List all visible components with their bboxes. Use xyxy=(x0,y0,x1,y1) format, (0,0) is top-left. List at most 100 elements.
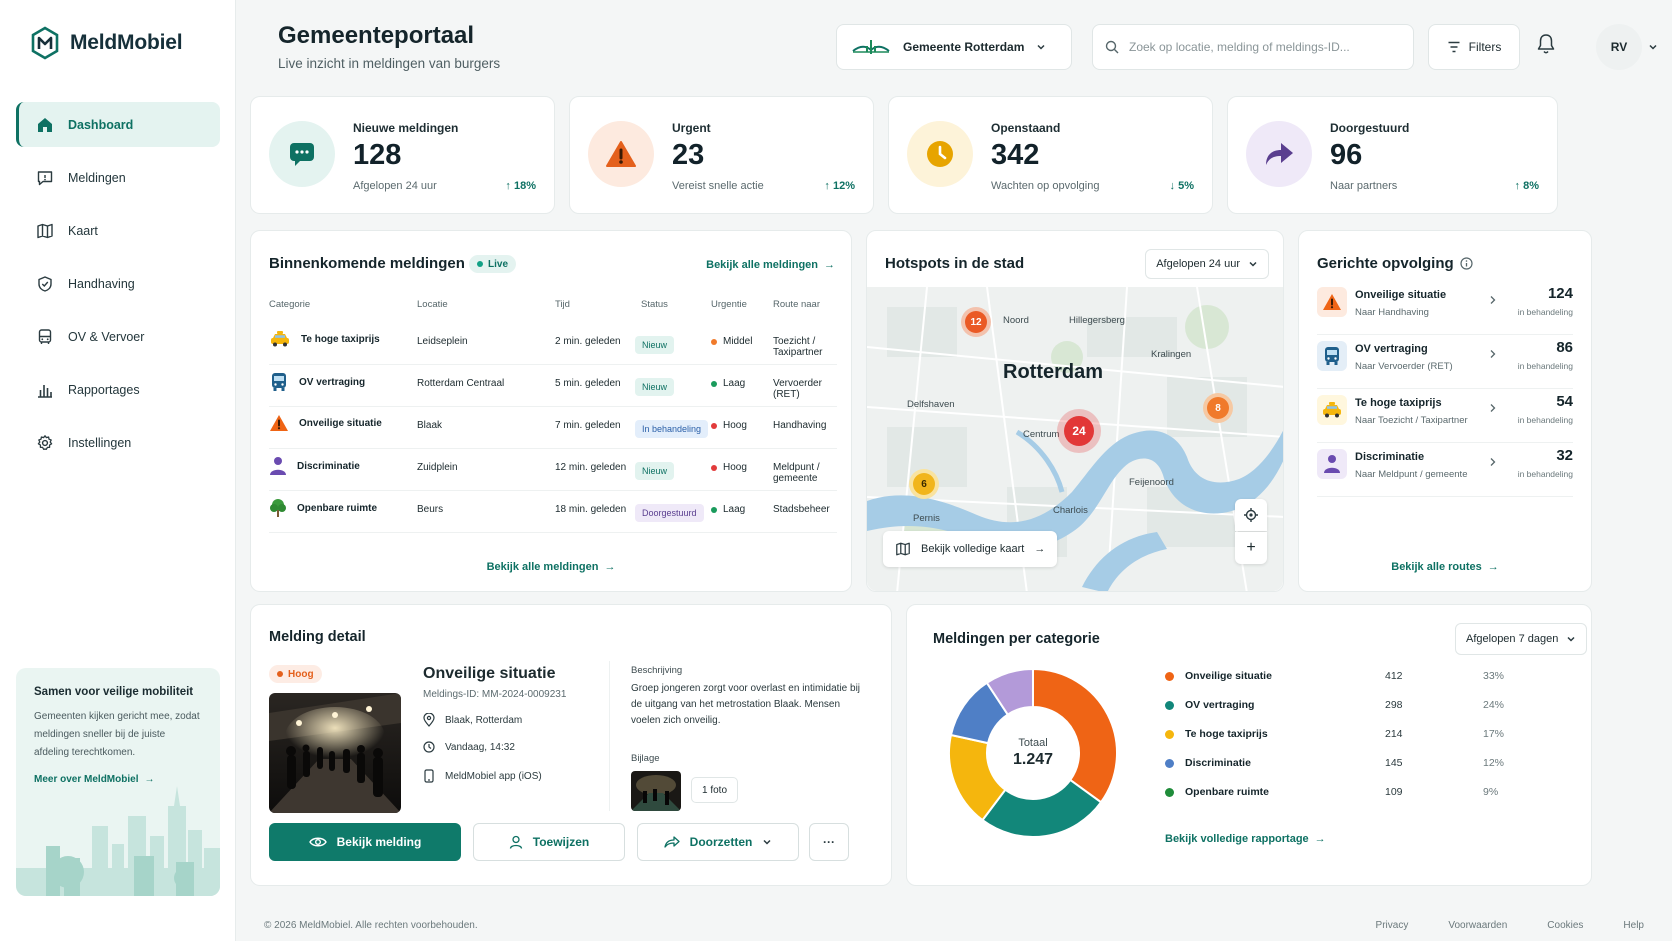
table-row[interactable]: Te hoge taxiprijs Leidseplein 2 min. geled… xyxy=(269,321,837,365)
assign-button[interactable]: Toewijzen xyxy=(473,823,625,861)
map-label-hillegersberg: Hillegersberg xyxy=(1069,315,1125,326)
view-full-map-button[interactable]: Bekijk volledige kaart → xyxy=(883,531,1058,567)
followup-count: 86 xyxy=(1556,339,1573,356)
table-row[interactable]: Openbare ruimte Beurs 18 min. geleden Doorg… xyxy=(269,489,837,533)
info-icon[interactable] xyxy=(1460,257,1473,270)
hotspots-period-select[interactable]: Afgelopen 24 uur xyxy=(1145,249,1269,279)
stat-card-forwarded[interactable]: Doorgestuurd 96 Naar partners ↑ 8% xyxy=(1227,96,1558,214)
arrow-right-icon: → xyxy=(824,259,835,271)
home-icon xyxy=(38,117,52,132)
nav-item-meldingen[interactable]: Meldingen xyxy=(16,155,220,200)
user-avatar[interactable]: RV xyxy=(1596,24,1642,70)
donut-slice-openbare-ruimte[interactable] xyxy=(985,667,1034,716)
nav-item-dashboard[interactable]: Dashboard xyxy=(16,102,220,147)
detail-divider xyxy=(609,661,610,811)
col-route: Route naar xyxy=(773,299,821,310)
footer-link-voorwaarden[interactable]: Voorwaarden xyxy=(1448,920,1508,931)
filters-button[interactable]: Filters xyxy=(1428,24,1520,70)
map-zoom-in-button[interactable]: + xyxy=(1235,532,1267,564)
followup-item[interactable]: OV vertraging Naar Vervoerder (RET) 86 in b… xyxy=(1317,333,1573,389)
detail-time: Vandaag, 14:32 xyxy=(423,741,515,753)
row-time: 18 min. geleden xyxy=(555,504,627,515)
map-locate-button[interactable] xyxy=(1235,499,1267,531)
detail-location: Blaak, Rotterdam xyxy=(423,713,522,727)
forward-button[interactable]: Doorzetten xyxy=(637,823,799,861)
footer-link-privacy[interactable]: Privacy xyxy=(1375,920,1409,931)
category-donut-chart[interactable] xyxy=(943,663,1123,843)
link-label: Bekijk alle meldingen xyxy=(486,561,599,573)
hotspot-marker-8[interactable]: 8 xyxy=(1203,393,1233,423)
view-report-button[interactable]: Bekijk melding xyxy=(269,823,461,861)
hotspot-marker-12[interactable]: 12 xyxy=(961,307,991,337)
table-row[interactable]: Onveilige situatie Blaak 7 min. geleden In … xyxy=(269,405,837,449)
legend-percentage: 12% xyxy=(1483,757,1505,769)
followup-item[interactable]: Onveilige situatie Naar Handhaving 124 in b… xyxy=(1317,279,1573,335)
arrow-down-icon: ↓ xyxy=(1169,180,1176,192)
legend-item[interactable]: Te hoge taxiprijs 214 17% xyxy=(1165,725,1511,745)
view-all-incoming-link[interactable]: Bekijk alle meldingen → xyxy=(706,259,835,271)
search-field[interactable]: Zoek op locatie, melding of meldings-ID.… xyxy=(1092,24,1414,70)
nav-item-rapportages[interactable]: Rapportages xyxy=(16,367,220,412)
search-input[interactable]: Zoek op locatie, melding of meldings-ID.… xyxy=(1129,40,1350,54)
nav-item-kaart[interactable]: Kaart xyxy=(16,208,220,253)
table-row[interactable]: OV vertraging Rotterdam Centraal 5 min. ge… xyxy=(269,363,837,407)
stat-card-new[interactable]: Nieuwe meldingen 128 Afgelopen 24 uur ↑ … xyxy=(250,96,555,214)
incoming-card: Binnenkomende meldingen Live Bekijk alle… xyxy=(250,230,852,592)
row-category: OV vertraging xyxy=(269,372,365,392)
filters-label: Filters xyxy=(1468,40,1502,54)
more-options-button[interactable]: ··· xyxy=(809,823,849,861)
stat-value: 342 xyxy=(991,139,1040,171)
nav-item-instellingen[interactable]: Instellingen xyxy=(16,420,220,465)
followup-item[interactable]: Te hoge taxiprijs Naar Toezicht / Taxipar… xyxy=(1317,387,1573,443)
row-category-label: Onveilige situatie xyxy=(299,417,382,429)
city-map[interactable]: Noord Hillegersberg Kralingen Delfshaven… xyxy=(867,287,1283,591)
stat-trend-value: 8% xyxy=(1523,180,1539,192)
legend-item[interactable]: Openbare ruimte 109 9% xyxy=(1165,783,1511,803)
legend-item[interactable]: OV vertraging 298 24% xyxy=(1165,696,1511,716)
followup-item[interactable]: Discriminatie Naar Meldpunt / gemeente 32 i… xyxy=(1317,441,1573,497)
hotspot-marker-6[interactable]: 6 xyxy=(909,469,939,499)
logo[interactable]: MeldMobiel xyxy=(30,26,183,60)
status-badge: Doorgestuurd xyxy=(635,504,704,522)
legend-item[interactable]: Discriminatie 145 12% xyxy=(1165,754,1511,774)
attachment-thumbnail[interactable] xyxy=(631,771,681,811)
chevron-down-icon xyxy=(763,839,771,845)
table-row[interactable]: Discriminatie Zuidplein 12 min. geleden Nie… xyxy=(269,447,837,491)
row-category-label: OV vertraging xyxy=(299,376,366,388)
hotspot-marker-24[interactable]: 24 xyxy=(1057,409,1101,453)
category-period-select[interactable]: Afgelopen 7 dagen xyxy=(1455,623,1588,655)
view-full-report-link[interactable]: Bekijk volledige rapportage → xyxy=(1165,833,1326,845)
stat-card-urgent[interactable]: Urgent 23 Vereist snelle actie ↑ 12% xyxy=(569,96,874,214)
view-all-incoming-bottom[interactable]: Bekijk alle meldingen → xyxy=(251,561,851,573)
followup-name: Te hoge taxiprijs xyxy=(1355,397,1442,409)
donut-slice-ov-vertraging[interactable] xyxy=(981,778,1103,838)
nav-item-handhaving[interactable]: Handhaving xyxy=(16,261,220,306)
row-route: Handhaving xyxy=(773,420,827,431)
promo-link[interactable]: Meer over MeldMobiel → xyxy=(34,774,202,785)
stat-card-open[interactable]: Openstaand 342 Wachten op opvolging ↓ 5% xyxy=(888,96,1213,214)
attachment-count[interactable]: 1 foto xyxy=(691,777,739,803)
view-all-routes-link[interactable]: Bekijk alle routes → xyxy=(1299,561,1591,573)
description-text: Groep jongeren zorgt voor overlast en in… xyxy=(631,683,861,726)
incident-photo[interactable] xyxy=(269,693,401,813)
live-badge: Live xyxy=(469,255,517,273)
shield-icon xyxy=(38,275,52,292)
municipality-select[interactable]: Gemeente Rotterdam xyxy=(836,24,1072,70)
stat-icon-bg xyxy=(907,121,973,187)
donut-slice-onveilige-situatie[interactable] xyxy=(1032,667,1118,804)
donut-total-label: Totaal xyxy=(1018,737,1048,749)
status-badge: Nieuw xyxy=(635,336,675,354)
footer-link-cookies[interactable]: Cookies xyxy=(1547,920,1584,931)
gear-icon xyxy=(37,434,53,450)
chevron-down-icon[interactable] xyxy=(1648,42,1658,52)
nav-item-ov-vervoer[interactable]: OV & Vervoer xyxy=(16,314,220,359)
arrow-up-icon: ↑ xyxy=(824,180,830,192)
legend-percentage: 24% xyxy=(1483,699,1505,711)
notifications-button[interactable] xyxy=(1536,33,1556,55)
col-locatie: Locatie xyxy=(417,299,448,310)
footer-link-help[interactable]: Help xyxy=(1623,920,1644,931)
legend-item[interactable]: Onveilige situatie 412 33% xyxy=(1165,667,1511,687)
row-time: 5 min. geleden xyxy=(555,378,621,389)
clock-icon xyxy=(423,741,435,753)
hotspot-marker-dot: 12 xyxy=(965,311,987,333)
